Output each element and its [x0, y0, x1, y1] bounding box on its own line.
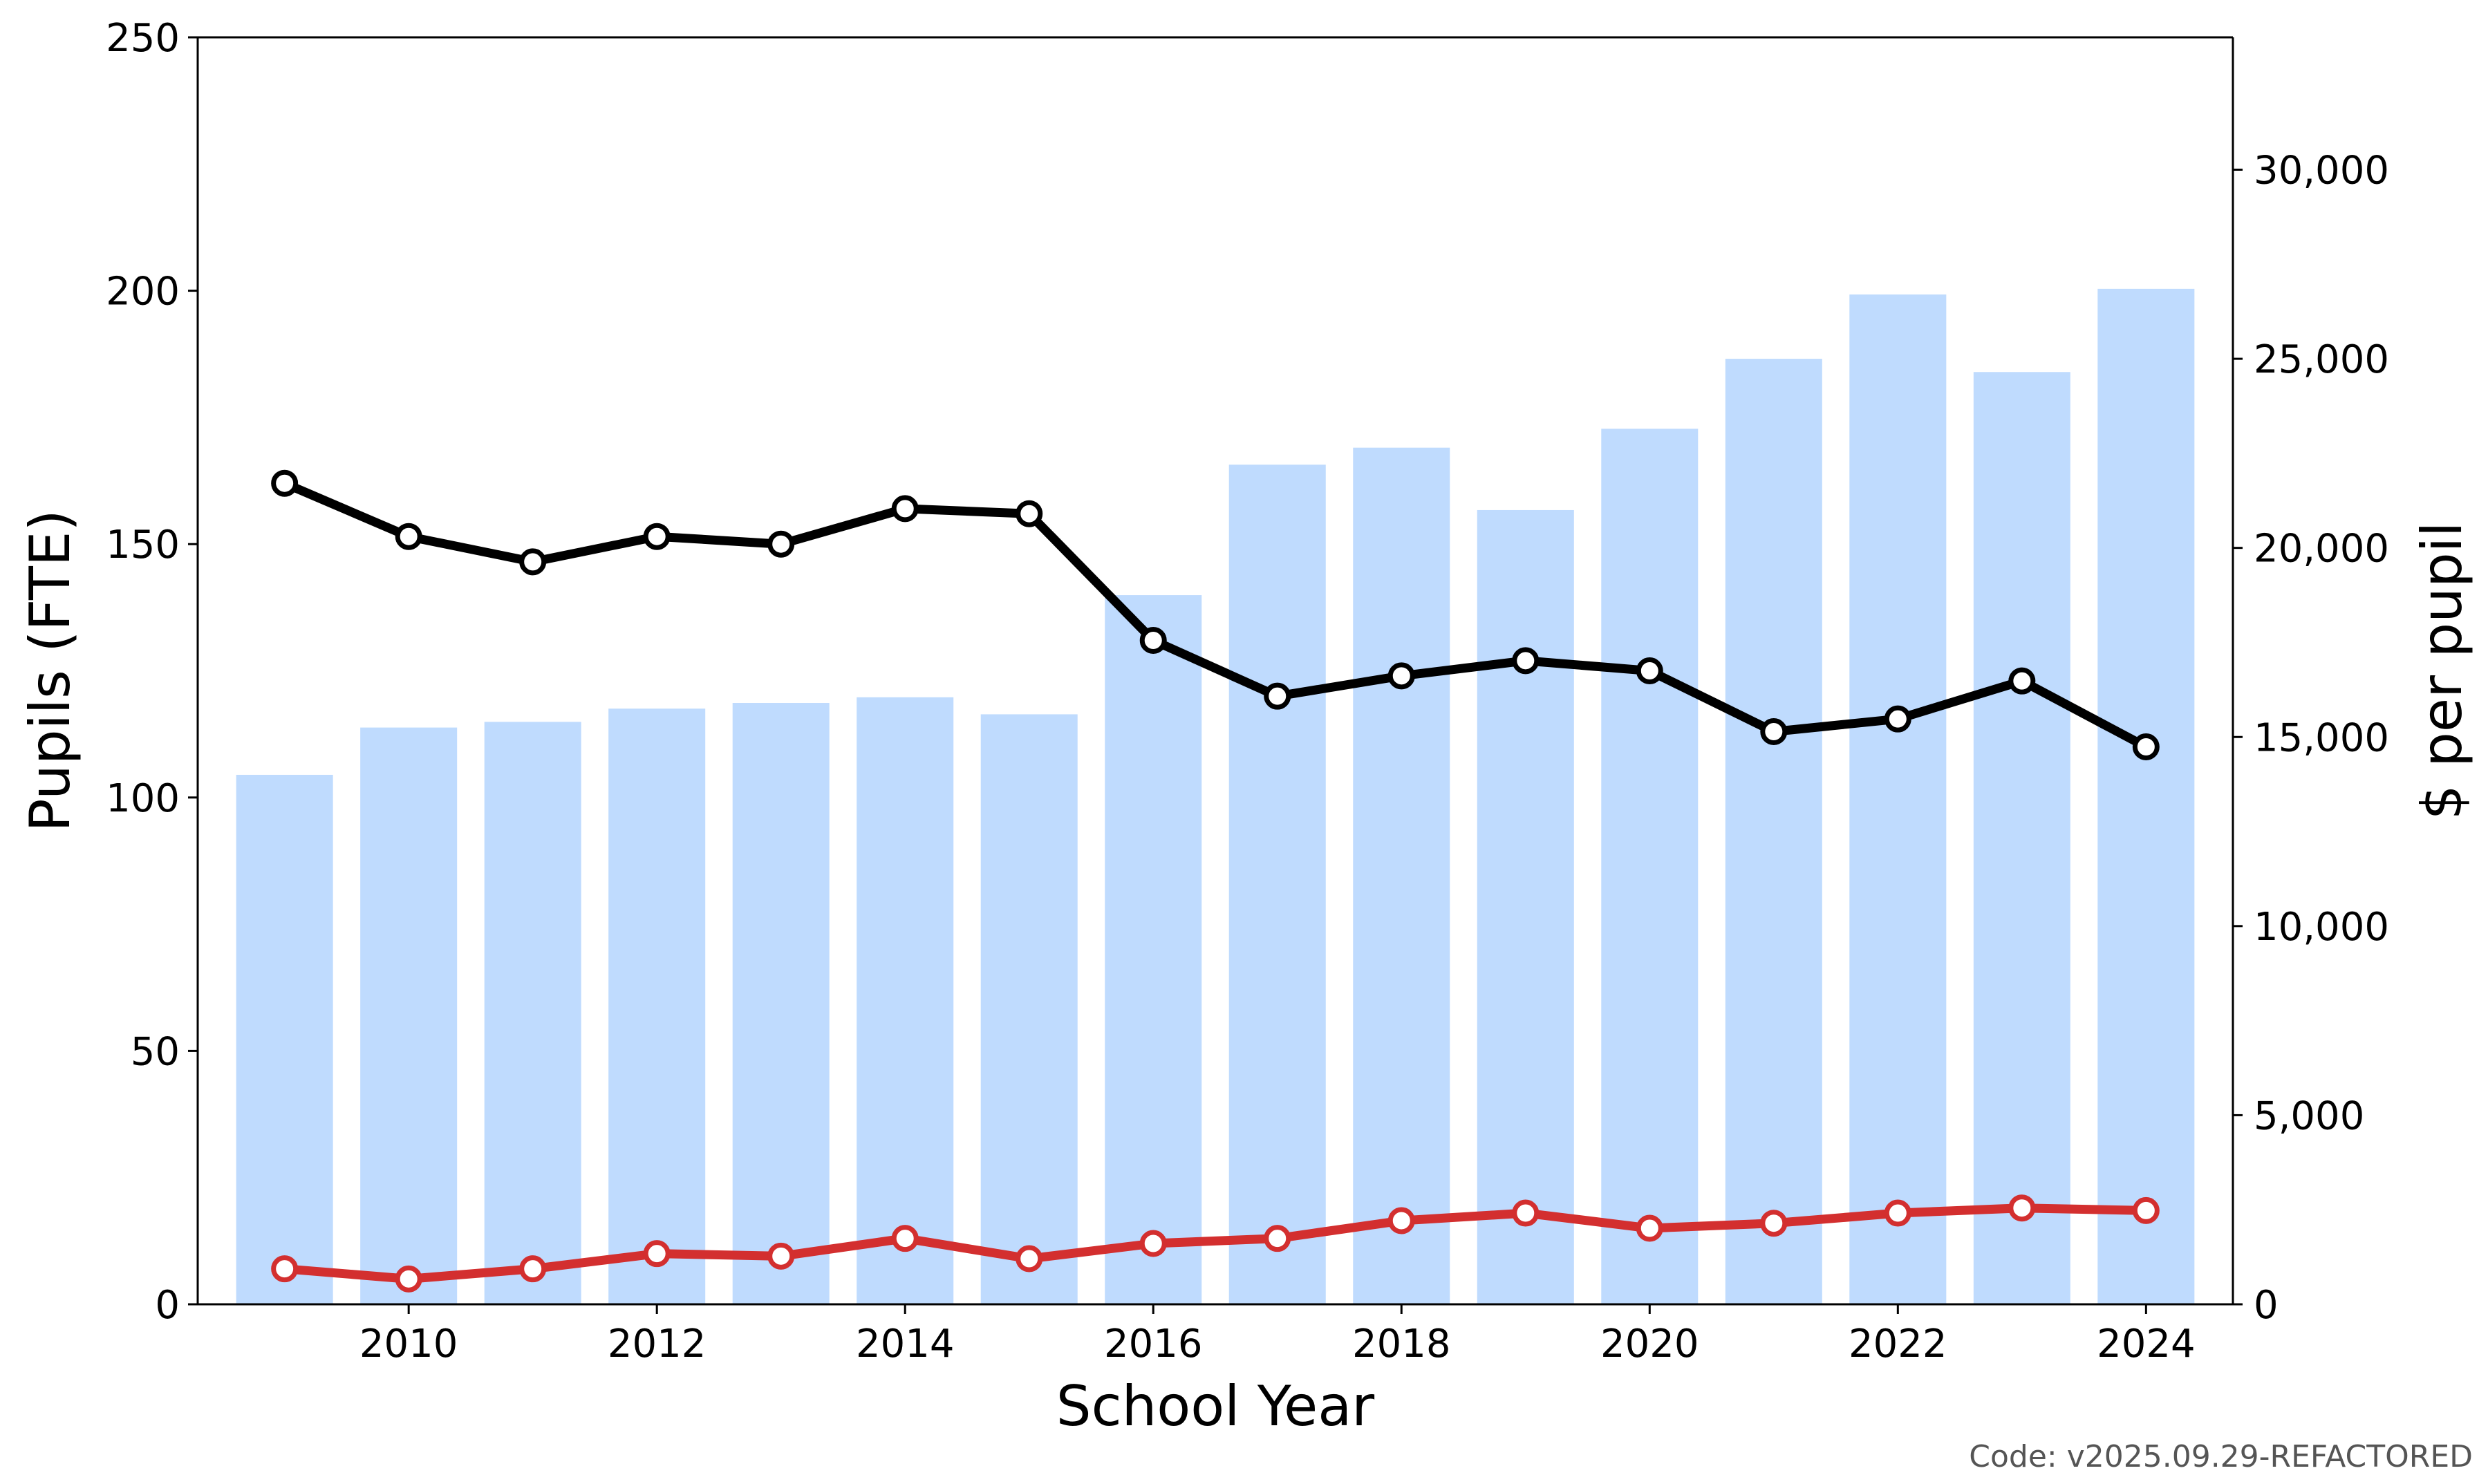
y-right-tick-label-15000: 15,000: [2254, 715, 2389, 760]
bar-2024: [2097, 288, 2195, 1305]
x-tick-label-2016: 2016: [1104, 1322, 1203, 1366]
y-right-tick-label-0: 0: [2254, 1283, 2279, 1328]
line-1-point-2019: [1512, 647, 1540, 675]
bar-2017: [1228, 464, 1326, 1304]
line-2-point-2012: [643, 1240, 671, 1268]
y-right-tick-label-25000: 25,000: [2254, 337, 2389, 382]
y-left-tick-label-150: 150: [106, 523, 180, 567]
line-1-point-2012: [643, 523, 671, 550]
line-1-point-2017: [1264, 682, 1291, 710]
line-1-point-2020: [1636, 657, 1663, 684]
y-left-tick-label-250: 250: [106, 16, 180, 61]
bar-2020: [1601, 429, 1699, 1304]
x-tick-label-2010: 2010: [359, 1322, 458, 1366]
line-2-point-2018: [1387, 1207, 1415, 1234]
line-1-point-2011: [519, 548, 547, 576]
line-1-point-2016: [1139, 627, 1167, 655]
line-2-point-2011: [519, 1255, 547, 1283]
y-left-tick-label-200: 200: [106, 270, 180, 314]
y-right-tick-label-30000: 30,000: [2254, 149, 2389, 194]
line-1-point-2009: [271, 469, 299, 497]
bar-2022: [1849, 294, 1947, 1304]
y-axis-right-label: $ per pupil: [2410, 522, 2474, 820]
x-tick-label-2012: 2012: [608, 1322, 707, 1366]
line-1-point-2014: [891, 495, 919, 523]
bar-2012: [608, 708, 706, 1304]
line-1-point-2021: [1760, 717, 1788, 745]
bar-2009: [236, 774, 333, 1304]
bar-2023: [1973, 372, 2070, 1305]
bar-2021: [1725, 359, 1822, 1304]
line-2-point-2022: [1884, 1199, 1911, 1227]
line-2-point-2020: [1636, 1214, 1663, 1242]
line-1-point-2022: [1884, 705, 1911, 733]
x-tick-label-2018: 2018: [1352, 1322, 1451, 1366]
bar-2013: [732, 703, 830, 1304]
line-2-point-2024: [2132, 1196, 2160, 1224]
x-axis-label: School Year: [1056, 1374, 1375, 1438]
y-left-tick-label-100: 100: [106, 776, 180, 821]
axes: 2010 2012 2014 2016 2018 2020 2022 2024 0 50 100 15…: [106, 16, 2389, 1366]
bar-2010: [360, 727, 458, 1304]
bar-2019: [1477, 509, 1574, 1304]
line-2-point-2017: [1264, 1225, 1291, 1252]
code-version-label: Code: v2025.09.29-REFACTORED: [1969, 1439, 2473, 1474]
x-tick-label-2024: 2024: [2097, 1322, 2196, 1366]
x-tick-label-2022: 2022: [1849, 1322, 1947, 1366]
line-2-point-2021: [1760, 1210, 1788, 1237]
y-left-tick-label-0: 0: [155, 1283, 180, 1328]
line-2-point-2013: [767, 1242, 795, 1270]
line-series-group: [271, 469, 2160, 1293]
x-tick-label-2020: 2020: [1600, 1322, 1699, 1366]
line-2-point-2016: [1139, 1230, 1167, 1257]
line-series-1: [280, 478, 2151, 751]
line-2-point-2015: [1016, 1245, 1043, 1272]
line-1-point-2018: [1387, 662, 1415, 690]
bar-2011: [484, 722, 581, 1304]
bar-2015: [980, 714, 1078, 1304]
line-2-point-2023: [2008, 1194, 2036, 1222]
line-2-point-2010: [395, 1265, 422, 1293]
line-1-point-2015: [1016, 500, 1043, 527]
line-2-point-2014: [891, 1225, 919, 1252]
y-axis-left-label: Pupils (FTE): [18, 509, 82, 832]
line-2-point-2019: [1512, 1199, 1540, 1227]
line-series-2: [280, 1203, 2151, 1284]
axis-labels: School Year Pupils (FTE) $ per pupil: [18, 509, 2474, 1438]
x-tick-label-2014: 2014: [856, 1322, 955, 1366]
line-1-point-2010: [395, 523, 422, 550]
y-right-tick-label-10000: 10,000: [2254, 905, 2389, 950]
line-1-point-2013: [767, 530, 795, 558]
line-1-point-2024: [2132, 733, 2160, 760]
y-right-tick-label-5000: 5,000: [2254, 1093, 2364, 1138]
y-right-tick-label-20000: 20,000: [2254, 527, 2389, 572]
bar-series: [236, 288, 2195, 1305]
line-2-point-2009: [271, 1255, 299, 1283]
bar-2018: [1353, 447, 1450, 1305]
y-left-tick-label-50: 50: [131, 1029, 180, 1074]
bar-2014: [857, 697, 954, 1304]
line-1-point-2023: [2008, 667, 2036, 695]
bar-2016: [1105, 595, 1202, 1304]
